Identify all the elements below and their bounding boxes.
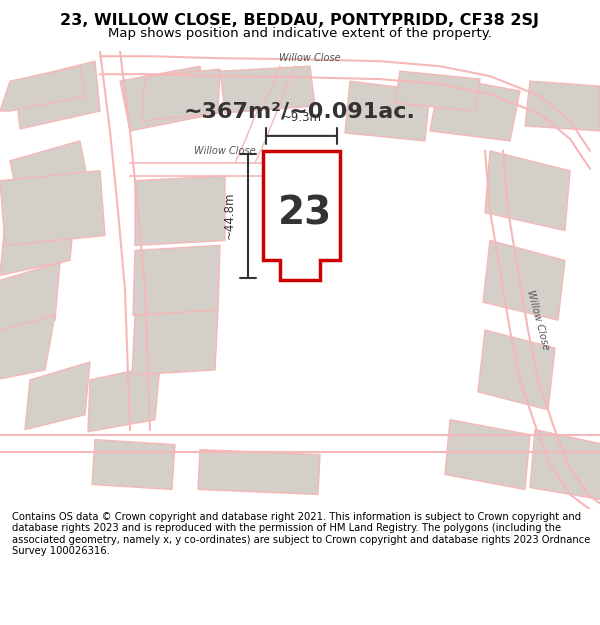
Text: Willow Close: Willow Close [525, 289, 551, 351]
Polygon shape [263, 151, 340, 280]
Polygon shape [0, 315, 55, 380]
Polygon shape [525, 81, 600, 131]
Polygon shape [10, 141, 90, 211]
Polygon shape [120, 66, 205, 131]
Polygon shape [445, 420, 530, 489]
Polygon shape [530, 430, 600, 499]
Text: 23, WILLOW CLOSE, BEDDAU, PONTYPRIDD, CF38 2SJ: 23, WILLOW CLOSE, BEDDAU, PONTYPRIDD, CF… [61, 12, 539, 28]
Polygon shape [92, 439, 175, 489]
Polygon shape [0, 66, 85, 111]
Polygon shape [132, 310, 218, 375]
Text: Willow Close: Willow Close [279, 53, 341, 63]
Polygon shape [220, 66, 315, 113]
Polygon shape [430, 76, 520, 141]
Polygon shape [485, 151, 570, 231]
Polygon shape [135, 176, 225, 246]
Text: 23: 23 [278, 194, 332, 232]
Text: Contains OS data © Crown copyright and database right 2021. This information is : Contains OS data © Crown copyright and d… [12, 512, 590, 556]
Polygon shape [88, 365, 160, 432]
Polygon shape [198, 449, 320, 494]
Polygon shape [142, 69, 220, 121]
Polygon shape [133, 246, 220, 315]
Polygon shape [0, 171, 105, 246]
Text: ~9.3m: ~9.3m [281, 111, 322, 124]
Text: ~367m²/~0.091ac.: ~367m²/~0.091ac. [184, 101, 416, 121]
Text: Map shows position and indicative extent of the property.: Map shows position and indicative extent… [108, 27, 492, 40]
Polygon shape [395, 71, 480, 111]
Polygon shape [478, 330, 555, 410]
Text: ~44.8m: ~44.8m [223, 192, 236, 239]
Polygon shape [25, 362, 90, 430]
Text: Willow Close: Willow Close [194, 146, 256, 156]
Polygon shape [0, 262, 60, 335]
Polygon shape [345, 81, 430, 141]
Polygon shape [0, 206, 75, 276]
Polygon shape [15, 61, 100, 129]
Polygon shape [483, 241, 565, 320]
